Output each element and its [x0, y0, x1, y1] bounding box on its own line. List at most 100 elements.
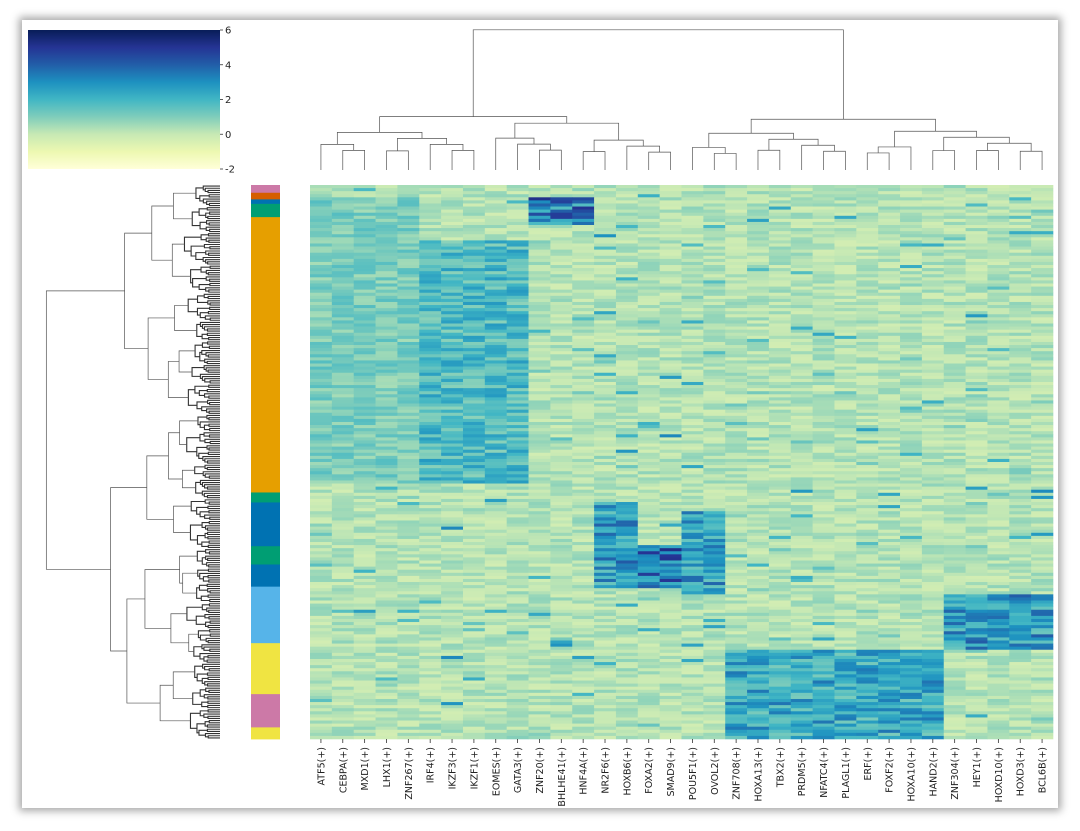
row-dendrogram-link	[196, 550, 206, 562]
heatmap-cell	[725, 585, 748, 589]
heatmap-cell	[768, 412, 792, 417]
heatmap-cell	[768, 243, 792, 247]
heatmap-cell	[419, 591, 442, 595]
row-dendrogram-link	[208, 423, 220, 427]
heatmap-cell	[965, 489, 988, 494]
heatmap-cell	[484, 529, 507, 534]
heatmap-cell	[528, 492, 551, 497]
heatmap-cell	[659, 357, 682, 361]
heatmap-cell	[550, 505, 573, 509]
heatmap-cell	[768, 252, 792, 257]
heatmap-cell	[528, 474, 551, 478]
heatmap-cell	[747, 455, 770, 460]
heatmap-cell	[310, 314, 333, 318]
heatmap-cell	[834, 381, 857, 386]
heatmap-cell	[834, 465, 857, 469]
heatmap-cell	[987, 588, 1010, 592]
heatmap-cell	[681, 209, 704, 213]
heatmap-cell	[812, 449, 835, 454]
heatmap-cell	[353, 341, 376, 346]
heatmap-cell	[375, 538, 398, 543]
heatmap-cell	[637, 425, 660, 429]
heatmap-cell	[900, 354, 923, 358]
heatmap-cell	[331, 575, 354, 580]
heatmap-cell	[331, 249, 354, 254]
heatmap-cell	[681, 575, 704, 580]
heatmap-cell	[375, 403, 398, 407]
heatmap-cell	[310, 511, 333, 515]
heatmap-cell	[943, 452, 966, 457]
heatmap-cell	[528, 308, 551, 312]
heatmap-cell	[572, 542, 595, 546]
heatmap-cell	[375, 326, 398, 330]
heatmap-cell	[637, 591, 660, 595]
heatmap-cell	[812, 301, 835, 306]
heatmap-cell	[572, 385, 595, 389]
heatmap-cell	[703, 425, 726, 429]
heatmap-cell	[790, 569, 813, 574]
heatmap-cell	[900, 462, 923, 466]
heatmap-cell	[572, 265, 595, 269]
heatmap-cell	[572, 391, 595, 395]
heatmap-cell	[659, 317, 682, 321]
heatmap-cell	[528, 261, 551, 266]
heatmap-cell	[768, 455, 792, 460]
heatmap-cell	[943, 255, 966, 260]
heatmap-cell	[637, 548, 660, 552]
heatmap-cell	[1031, 206, 1054, 210]
heatmap-cell	[965, 434, 988, 438]
heatmap-cell	[550, 335, 573, 340]
heatmap-cell	[550, 400, 573, 404]
heatmap-cell	[900, 474, 923, 478]
heatmap-cell	[637, 526, 660, 531]
colorbar-tick-label: 6	[225, 26, 231, 37]
heatmap-cell	[943, 301, 966, 306]
heatmap-cell	[331, 271, 354, 275]
heatmap-cell	[1031, 591, 1054, 595]
heatmap-cell	[659, 554, 682, 558]
heatmap-cell	[594, 554, 617, 558]
heatmap-cell	[943, 551, 966, 555]
heatmap-cell	[375, 317, 398, 321]
heatmap-cell	[834, 372, 857, 377]
heatmap-cell	[1009, 437, 1032, 441]
heatmap-cell	[528, 578, 551, 583]
heatmap-cell	[310, 406, 333, 410]
heatmap-cell	[900, 517, 923, 521]
heatmap-cell	[331, 452, 354, 457]
heatmap-cell	[419, 375, 442, 380]
heatmap-cell	[615, 542, 639, 546]
heatmap-cell	[506, 345, 529, 349]
heatmap-cell	[397, 437, 420, 441]
heatmap-cell	[310, 277, 333, 281]
heatmap-cell	[768, 348, 792, 352]
heatmap-cell	[506, 535, 529, 540]
heatmap-cell	[419, 502, 442, 506]
heatmap-cell	[353, 600, 376, 604]
heatmap-cell	[790, 563, 813, 567]
heatmap-cell	[681, 551, 704, 555]
heatmap-cell	[725, 231, 748, 235]
heatmap-cell	[921, 283, 945, 287]
heatmap-cell	[987, 305, 1010, 309]
heatmap-cell	[375, 548, 398, 552]
heatmap-cell	[310, 474, 333, 478]
heatmap-cell	[375, 406, 398, 410]
heatmap-cell	[834, 375, 857, 380]
heatmap-cell	[310, 575, 333, 580]
heatmap-cell	[834, 237, 857, 241]
heatmap-cell	[790, 228, 813, 232]
heatmap-cell	[1009, 563, 1032, 567]
heatmap-cell	[790, 197, 813, 201]
heatmap-cell	[550, 231, 573, 235]
heatmap-cell	[790, 409, 813, 414]
heatmap-cell	[834, 563, 857, 567]
heatmap-cell	[659, 329, 682, 334]
heatmap-cell	[1009, 255, 1032, 260]
heatmap-cell	[484, 258, 507, 263]
heatmap-cell	[856, 418, 879, 423]
heatmap-cell	[331, 446, 354, 450]
heatmap-cell	[331, 378, 354, 383]
row-dendrogram-link	[205, 555, 220, 560]
heatmap-cell	[353, 298, 376, 303]
